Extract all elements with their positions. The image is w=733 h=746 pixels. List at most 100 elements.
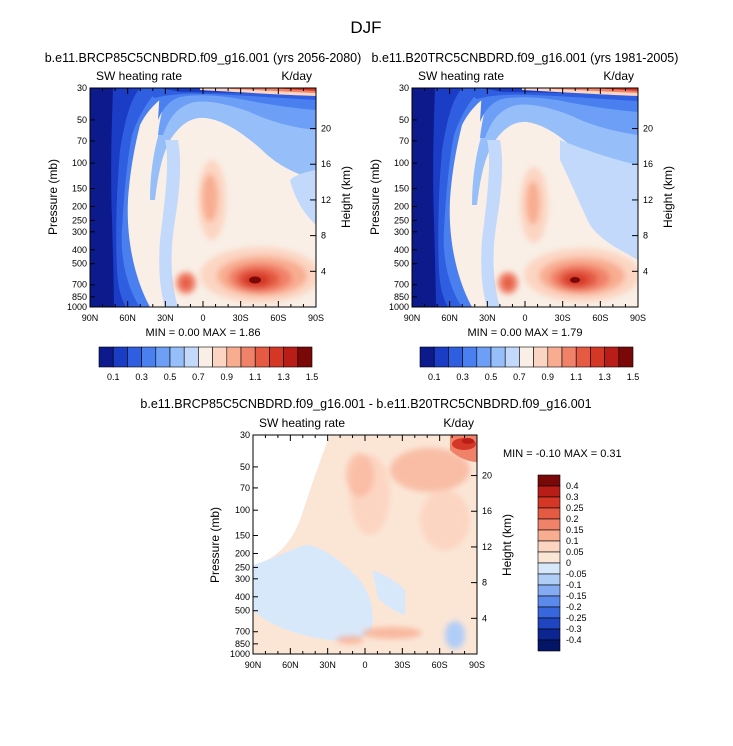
y-tick-label: 100 — [72, 158, 87, 168]
x-tick-label: 60S — [432, 660, 448, 670]
colorbar-swatch — [537, 518, 561, 531]
colorbar-swatch — [537, 617, 561, 630]
colorbar-swatch — [476, 346, 492, 368]
panel-2-axes: 90N 60N 30N 0 30S 60S 90S 30 50 70 100 150 200 250 300… — [389, 83, 653, 323]
colorbar-label: 0.9 — [542, 372, 555, 382]
colorbar-swatch — [604, 346, 620, 368]
colorbar-swatch — [537, 573, 561, 586]
colorbar-label: 0.1 — [566, 536, 579, 546]
colorbar-swatch — [537, 628, 561, 641]
colorbar-label: 0.2 — [566, 514, 579, 524]
colorbar-swatch — [537, 606, 561, 619]
colorbar-swatch — [254, 346, 270, 368]
panel-1-ylabel: Pressure (mb) — [46, 159, 60, 235]
colorbar-swatch — [533, 346, 549, 368]
y2-tick-label: 20 — [321, 124, 331, 134]
colorbar-swatch — [490, 346, 506, 368]
colorbar-label: 0.5 — [164, 372, 177, 382]
panel-3-right-label: K/day — [443, 416, 474, 430]
colorbar-label: 0.15 — [566, 525, 584, 535]
colorbar-label: 1.5 — [627, 372, 640, 382]
panel-3: b.e11.BRCP85C5CNBDRD.f09_g16.001 - b.e11… — [140, 397, 621, 670]
colorbar-label: -0.05 — [566, 569, 587, 579]
colorbar-label: -0.1 — [566, 580, 582, 590]
colorbar-label: 0.1 — [107, 372, 120, 382]
y2-tick-label: 12 — [321, 195, 331, 205]
x-tick-label: 30S — [233, 313, 249, 323]
colorbar-label: 0.3 — [566, 492, 579, 502]
y2-tick-label: 8 — [643, 231, 648, 241]
colorbar-swatch — [141, 346, 157, 368]
panel-3-axes: 90N 60N 30N 0 30S 60S 90S 30 50 70 100 150 200 250 300… — [230, 430, 492, 670]
y-tick-label: 500 — [394, 259, 409, 269]
y2-tick-label: 8 — [482, 578, 487, 588]
colorbar-swatch — [537, 540, 561, 553]
colorbar-swatch — [547, 346, 563, 368]
colorbar-swatch — [226, 346, 242, 368]
colorbar-swatch — [537, 562, 561, 575]
panel-1-contour-field — [90, 88, 316, 307]
colorbar-label: -0.2 — [566, 602, 582, 612]
y-tick-label: 400 — [72, 245, 87, 255]
y-tick-label: 400 — [235, 592, 250, 602]
colorbar-label: -0.25 — [566, 613, 587, 623]
colorbar-swatch — [537, 595, 561, 608]
y-tick-label: 200 — [394, 201, 409, 211]
x-tick-label: 60N — [119, 313, 136, 323]
panel-1-stats: MIN = 0.00 MAX = 1.86 — [146, 327, 261, 339]
y-tick-label: 250 — [394, 215, 409, 225]
colorbar-swatch — [537, 474, 561, 487]
colorbar-swatch — [561, 346, 577, 368]
colorbar-swatch — [537, 529, 561, 542]
y-tick-label: 300 — [72, 227, 87, 237]
x-tick-label: 30S — [555, 313, 571, 323]
colorbar-swatch — [504, 346, 520, 368]
y2-tick-label: 16 — [482, 506, 492, 516]
colorbar-swatch — [98, 346, 114, 368]
y2-tick-label: 12 — [643, 195, 653, 205]
y-tick-label: 700 — [235, 627, 250, 637]
y2-tick-label: 20 — [643, 124, 653, 134]
colorbar-swatch — [575, 346, 591, 368]
y2-tick-label: 8 — [321, 231, 326, 241]
y-tick-label: 200 — [72, 201, 87, 211]
x-tick-label: 90N — [404, 313, 421, 323]
panel-2-stats: MIN = 0.00 MAX = 1.79 — [468, 327, 583, 339]
panel-2-colorbar: 0.1 0.3 0.5 0.7 0.9 1.1 1.3 1.5 — [419, 346, 640, 382]
panel-3-left-label: SW heating rate — [259, 416, 345, 430]
y-tick-label: 150 — [394, 184, 409, 194]
panel-3-title: b.e11.BRCP85C5CNBDRD.f09_g16.001 - b.e11… — [140, 397, 591, 411]
colorbar-label: -0.4 — [566, 635, 582, 645]
colorbar-swatch — [537, 584, 561, 597]
y-tick-label: 850 — [394, 292, 409, 302]
panel-1-y2label: Height (km) — [339, 166, 353, 228]
x-tick-label: 0 — [362, 660, 367, 670]
colorbar-swatch — [212, 346, 228, 368]
colorbar-swatch — [169, 346, 185, 368]
colorbar-swatch — [448, 346, 463, 368]
colorbar-label: 0.7 — [192, 372, 205, 382]
colorbar-label: 0.9 — [221, 372, 234, 382]
y-tick-label: 70 — [240, 483, 250, 493]
y2-tick-label: 4 — [321, 266, 326, 276]
colorbar-label: 1.5 — [306, 372, 319, 382]
colorbar-label: 0.4 — [566, 481, 579, 491]
colorbar-label: 1.1 — [570, 372, 583, 382]
colorbar-label: 0.1 — [428, 372, 441, 382]
x-tick-label: 90S — [308, 313, 324, 323]
colorbar-swatch — [112, 346, 128, 368]
colorbar-swatch — [537, 551, 561, 564]
colorbar-swatch — [462, 346, 478, 368]
x-tick-label: 60N — [282, 660, 299, 670]
panel-3-contour-field — [253, 435, 477, 654]
x-tick-label: 30N — [479, 313, 496, 323]
y-tick-label: 200 — [235, 548, 250, 558]
colorbar-label: -0.3 — [566, 624, 582, 634]
y-tick-label: 250 — [72, 215, 87, 225]
colorbar-swatch — [155, 346, 171, 368]
colorbar-swatch — [283, 346, 299, 368]
panel-1-right-label: K/day — [281, 69, 312, 83]
y2-tick-label: 20 — [482, 471, 492, 481]
colorbar-label: 0.05 — [566, 547, 584, 557]
colorbar-label: 0.25 — [566, 503, 584, 513]
